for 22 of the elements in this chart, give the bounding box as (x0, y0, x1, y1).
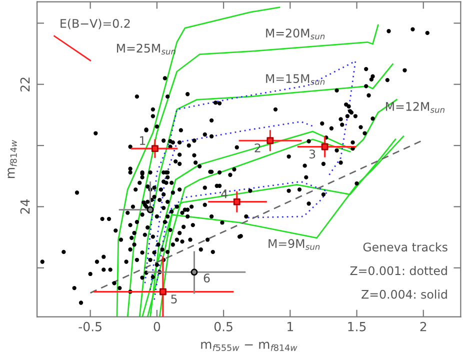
y-tick-label: 24 (20, 199, 30, 214)
y-axis-title: m$_{f814w}$ (8, 140, 17, 178)
annotation: M=12M$_{sun}$ (386, 102, 444, 113)
y-tick-label: 22 (20, 78, 30, 92)
x-tick-label: 2 (420, 322, 426, 332)
annotation: M=20M$_{sun}$ (266, 28, 325, 40)
annotation: Z=0.001: dotted (350, 266, 447, 276)
x-tick-label: 1 (288, 322, 293, 332)
annotation: Z=0.004: solid (362, 290, 447, 299)
annotation: 6 (204, 274, 210, 283)
x-axis-title: m$_{f555w}$ − m$_{f814w}$ (201, 342, 298, 351)
x-tick-label: -0.5 (78, 322, 102, 332)
x-tick-label: 0.5 (214, 322, 232, 332)
annotation: 5 (171, 294, 177, 304)
annotation: M=15M$_{sun}$ (266, 74, 325, 85)
annotation: 3 (309, 150, 316, 158)
x-tick-label: 1.5 (348, 322, 366, 332)
annotation: E(B−V)=0.2 (60, 18, 130, 30)
annotation: Geneva tracks (363, 242, 448, 252)
annotation: M=9M$_{sun}$ (268, 239, 320, 250)
annotation: 1 (140, 136, 146, 145)
x-tick-label: 0 (154, 322, 160, 332)
